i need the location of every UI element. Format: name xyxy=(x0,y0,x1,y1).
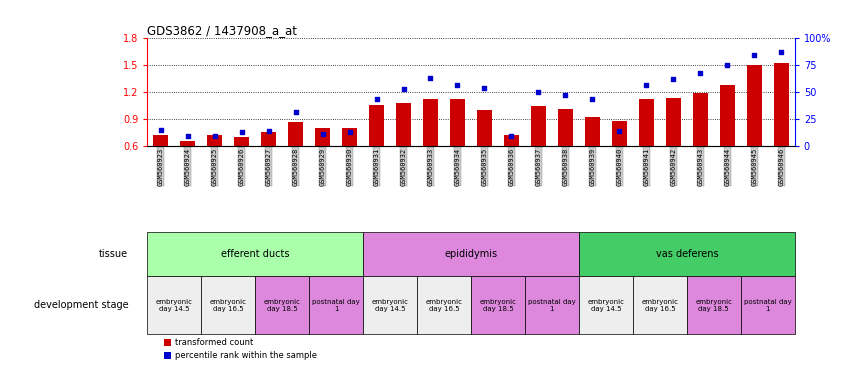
Bar xyxy=(579,232,795,276)
Point xyxy=(370,96,383,102)
Point xyxy=(208,133,221,139)
Point xyxy=(397,86,410,92)
Bar xyxy=(720,85,735,146)
Point xyxy=(451,81,464,88)
Point xyxy=(532,89,545,95)
Point xyxy=(585,96,599,102)
Bar xyxy=(531,106,546,146)
Text: development stage: development stage xyxy=(34,300,129,310)
Bar xyxy=(585,117,600,146)
Text: postnatal day
1: postnatal day 1 xyxy=(528,299,576,312)
Bar xyxy=(450,99,465,146)
Bar xyxy=(180,141,195,146)
Point xyxy=(775,49,788,55)
Point xyxy=(694,70,707,76)
Point xyxy=(667,76,680,82)
Bar xyxy=(558,109,573,146)
Point xyxy=(748,51,761,58)
Point xyxy=(288,108,302,114)
Bar xyxy=(315,128,330,146)
Bar xyxy=(369,105,384,146)
Bar xyxy=(147,232,363,276)
Bar xyxy=(774,63,789,146)
Text: embryonic
day 14.5: embryonic day 14.5 xyxy=(372,299,409,312)
Bar xyxy=(687,276,741,334)
Bar xyxy=(693,93,708,146)
Text: embryonic
day 16.5: embryonic day 16.5 xyxy=(426,299,463,312)
Bar xyxy=(147,276,201,334)
Bar xyxy=(579,276,632,334)
Bar xyxy=(207,135,222,146)
Bar xyxy=(201,276,255,334)
Text: embryonic
day 14.5: embryonic day 14.5 xyxy=(587,299,624,312)
Point xyxy=(424,75,437,81)
Bar xyxy=(471,276,525,334)
Text: postnatal day
1: postnatal day 1 xyxy=(312,299,360,312)
Bar xyxy=(423,99,438,146)
Point xyxy=(612,128,626,134)
Bar xyxy=(612,121,627,146)
Bar xyxy=(741,276,795,334)
Point xyxy=(154,127,167,133)
Text: embryonic
day 18.5: embryonic day 18.5 xyxy=(696,299,733,312)
Bar xyxy=(632,276,687,334)
Bar xyxy=(288,122,303,146)
Text: GDS3862 / 1437908_a_at: GDS3862 / 1437908_a_at xyxy=(147,24,297,37)
Bar xyxy=(396,103,411,146)
Point xyxy=(640,81,653,88)
Bar xyxy=(234,137,249,146)
Text: embryonic
day 14.5: embryonic day 14.5 xyxy=(156,299,193,312)
Text: embryonic
day 16.5: embryonic day 16.5 xyxy=(209,299,246,312)
Point xyxy=(721,62,734,68)
Text: embryonic
day 16.5: embryonic day 16.5 xyxy=(642,299,679,312)
Bar xyxy=(363,232,579,276)
Bar xyxy=(309,276,363,334)
Point xyxy=(343,129,357,135)
Bar xyxy=(262,132,276,146)
Text: epididymis: epididymis xyxy=(444,249,498,260)
Point xyxy=(316,131,330,137)
Bar xyxy=(342,128,357,146)
Point xyxy=(558,92,572,98)
Point xyxy=(505,133,518,139)
Text: embryonic
day 18.5: embryonic day 18.5 xyxy=(263,299,300,312)
Bar xyxy=(477,110,492,146)
Point xyxy=(478,85,491,91)
Bar xyxy=(153,135,168,146)
Bar xyxy=(639,99,653,146)
Bar xyxy=(747,65,762,146)
Text: vas deferens: vas deferens xyxy=(655,249,718,260)
Bar xyxy=(504,135,519,146)
Text: postnatal day
1: postnatal day 1 xyxy=(744,299,791,312)
Text: efferent ducts: efferent ducts xyxy=(221,249,289,260)
Text: embryonic
day 18.5: embryonic day 18.5 xyxy=(479,299,516,312)
Point xyxy=(235,129,248,135)
Point xyxy=(262,128,275,134)
Bar xyxy=(417,276,471,334)
Bar xyxy=(666,98,680,146)
Legend: transformed count, percentile rank within the sample: transformed count, percentile rank withi… xyxy=(164,338,317,361)
Bar xyxy=(363,276,417,334)
Bar xyxy=(255,276,309,334)
Point xyxy=(181,133,194,139)
Text: tissue: tissue xyxy=(99,249,129,260)
Bar xyxy=(525,276,579,334)
